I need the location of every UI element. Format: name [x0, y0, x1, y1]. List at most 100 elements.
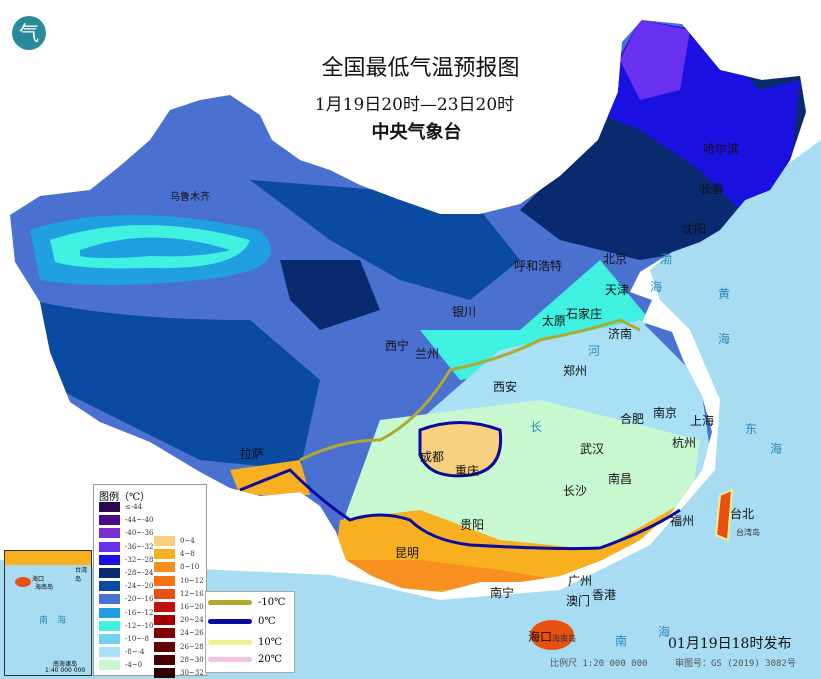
- legend-label: 0~4: [180, 537, 195, 545]
- city-label: 呼和浩特: [514, 259, 563, 273]
- taiwan-island: [714, 488, 734, 542]
- legend-swatch: [99, 634, 120, 644]
- legend-swatch: [154, 588, 175, 599]
- isoline-legend: -10℃ 0℃ 10℃ 20℃: [205, 591, 295, 673]
- legend-swatch: [99, 541, 120, 552]
- city-label: 上海: [690, 414, 715, 428]
- legend-label: -20~-16: [125, 595, 154, 604]
- legend-label: 30~32: [180, 669, 204, 677]
- city-label: 杭州: [672, 436, 697, 450]
- legend-swatch: [154, 549, 175, 560]
- legend-swatch: [99, 554, 120, 565]
- legend-label: 12~16: [180, 589, 204, 598]
- isoline-legend-item: 0℃: [208, 616, 276, 627]
- inset-scale: 1:40 000 000: [45, 667, 86, 674]
- legend-label: -40~-36: [125, 529, 154, 538]
- inset-label: 海南岛: [35, 584, 54, 591]
- legend-label: -32~-28: [125, 555, 154, 564]
- legend-item: -10~-8: [99, 634, 149, 644]
- legend-label: 24~26: [180, 629, 204, 638]
- city-label: 成都: [420, 450, 445, 464]
- map-scale: 比例尺 1:20 000 000: [550, 659, 648, 669]
- legend-item: -36~-32: [99, 541, 154, 552]
- city-label: 沈阳: [682, 222, 707, 236]
- city-label: 海口: [528, 630, 553, 644]
- isoline-0: [239, 468, 681, 551]
- legend-swatch: [154, 562, 175, 573]
- hainan-island: [530, 620, 574, 650]
- legend-item: -12~-10: [99, 620, 153, 631]
- legend-item: 30~32: [154, 668, 204, 678]
- city-label: 郑州: [563, 364, 588, 378]
- inset-label: 台湾岛: [75, 567, 88, 583]
- city-label: 澳门: [566, 594, 591, 608]
- city-label: 南昌: [608, 472, 633, 486]
- legend-swatch: [99, 581, 120, 592]
- legend-label: 4~8: [180, 550, 195, 559]
- legend-label: -8~-4: [125, 648, 145, 657]
- inset-label: 南 海: [39, 616, 67, 626]
- isoline-0-sichuan: [418, 421, 503, 478]
- legend-swatch: [154, 641, 175, 652]
- sea-label: 东: [745, 422, 758, 436]
- city-label: 合肥: [620, 412, 645, 426]
- river-label: 长: [530, 420, 543, 434]
- legend-label: 28~30: [180, 655, 204, 664]
- legend-swatch: [99, 660, 120, 671]
- sea-label: 渤: [660, 252, 673, 266]
- city-label: 拉萨: [240, 447, 265, 461]
- city-label: 济南: [608, 327, 633, 341]
- legend-item: 26~28: [154, 641, 204, 652]
- legend-item: ≤-44: [99, 502, 142, 512]
- forecast-period: 1月19日20时—23日20时: [314, 95, 515, 115]
- legend-swatch: [99, 647, 120, 658]
- legend-item: -20~-16: [99, 594, 154, 605]
- inset-label: 南海诸岛: [53, 661, 78, 668]
- legend-swatch: [99, 568, 120, 578]
- legend-item: -44~-40: [99, 515, 153, 526]
- legend-swatch: [99, 528, 120, 539]
- city-label: 天津: [605, 283, 630, 297]
- legend-item: 10~12: [154, 575, 204, 586]
- legend-swatch: [154, 602, 175, 612]
- legend-swatch: [154, 628, 175, 639]
- legend-swatch: [99, 515, 120, 526]
- legend-label: -10~-8: [125, 635, 149, 643]
- city-label: 南宁: [490, 586, 515, 600]
- legend-item: -32~-28: [99, 554, 154, 565]
- inset-label: 海口: [32, 576, 45, 583]
- city-label: 长沙: [563, 484, 588, 498]
- island-label: 海南岛: [552, 634, 576, 643]
- legend-label: 26~28: [180, 642, 204, 651]
- legend-label: -36~-32: [125, 542, 154, 551]
- legend-label: -24~-20: [125, 582, 154, 591]
- city-label: 北京: [603, 252, 628, 266]
- legend-item: 20~24: [154, 615, 204, 626]
- legend-item: -16~-12: [99, 607, 154, 618]
- agency-name: 中央气象台: [371, 122, 462, 143]
- issue-time: 01月19日18时发布: [668, 636, 792, 652]
- legend-item: -40~-36: [99, 528, 154, 539]
- legend-title: 图例（℃）: [99, 492, 151, 503]
- south-china-sea-inset: 海口 海南岛 台湾岛 南 海 南海诸岛 1:40 000 000: [4, 550, 92, 676]
- sea-label: 海: [658, 625, 671, 639]
- city-label: 西安: [493, 380, 518, 394]
- city-label: 福州: [670, 514, 695, 528]
- legend-label: 10~12: [180, 576, 204, 585]
- legend-item: 16~20: [154, 602, 204, 612]
- legend-swatch: [154, 536, 175, 546]
- city-label: 香港: [592, 588, 617, 602]
- legend-label: -4~0: [125, 661, 143, 670]
- legend-label: 16~20: [180, 603, 204, 611]
- isoline-legend-item: 10℃: [208, 637, 282, 648]
- city-label: 太原: [542, 314, 567, 328]
- city-label: 长春: [700, 182, 725, 196]
- city-label: 广州: [568, 574, 593, 588]
- isoline-legend-item: -10℃: [208, 597, 285, 608]
- legend-item: -28~-24: [99, 568, 153, 578]
- legend-label: -16~-12: [125, 608, 154, 617]
- legend-swatch: [99, 620, 120, 631]
- isoline-minus10: [299, 318, 641, 462]
- legend-swatch: [154, 654, 175, 665]
